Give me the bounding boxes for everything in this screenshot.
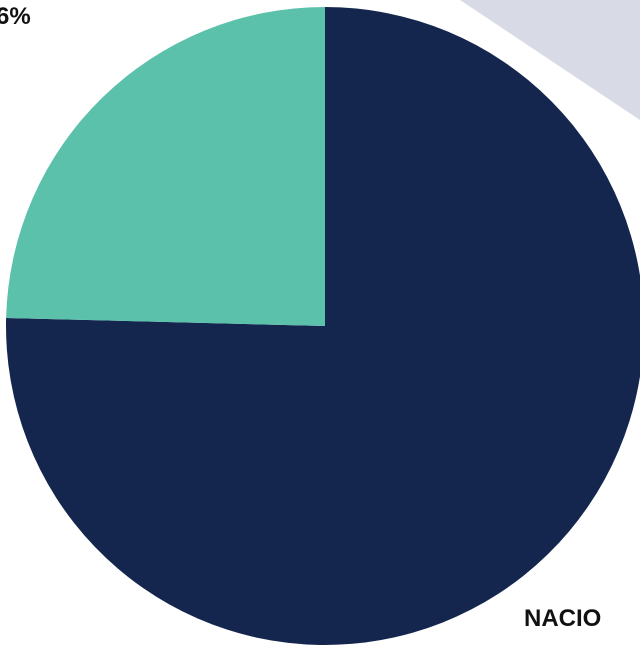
data-label-category: NACIO (524, 605, 601, 632)
data-label-percent: 6% (0, 3, 31, 30)
pie-slice-2 (6, 7, 326, 326)
watermark-shape (460, 0, 640, 120)
pie-slices (6, 7, 640, 645)
pie-slice-1 (6, 7, 640, 645)
